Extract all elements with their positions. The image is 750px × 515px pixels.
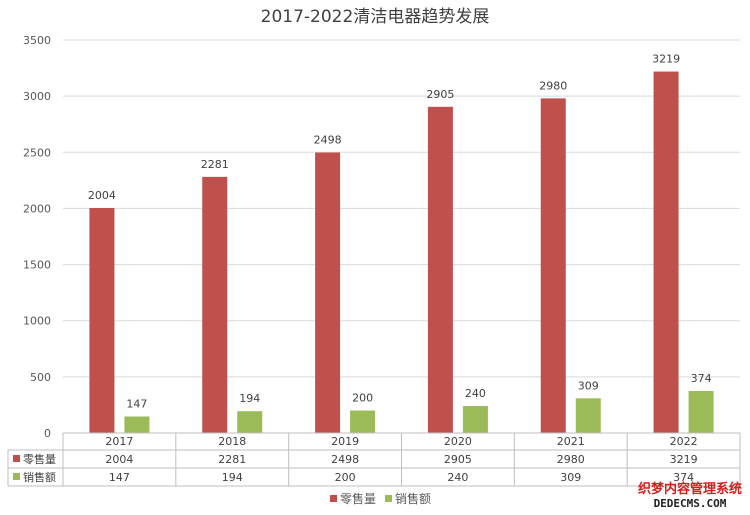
table-cell: 200 bbox=[335, 471, 356, 484]
watermark-line2: DEDECMS.COM bbox=[654, 497, 727, 510]
legend-swatch bbox=[330, 495, 337, 502]
bar-value-label: 240 bbox=[465, 387, 486, 400]
bar bbox=[315, 152, 341, 433]
bar-data-labels: 2004 2281 2498 2905 2980 3219 147 194 200 240 309 3… bbox=[88, 53, 712, 411]
y-tick-label: 1000 bbox=[23, 315, 51, 328]
bar-value-label: 2281 bbox=[201, 158, 229, 171]
bar bbox=[462, 406, 488, 433]
legend: 零售量 销售额 bbox=[330, 491, 431, 506]
table-series-name: 销售额 bbox=[23, 470, 56, 484]
table-cell: 194 bbox=[222, 471, 243, 484]
legend-swatch bbox=[385, 495, 392, 502]
bar-value-label: 194 bbox=[239, 392, 260, 405]
data-table: 2017 2018 2019 2020 2021 2022 零售量 2004 2281 2498 2… bbox=[7, 432, 741, 487]
y-tick-label: 1500 bbox=[23, 259, 51, 272]
table-cell: 2281 bbox=[218, 453, 246, 466]
y-tick-label: 500 bbox=[30, 371, 51, 384]
table-cell: 2004 bbox=[105, 453, 133, 466]
y-tick-label: 3000 bbox=[23, 90, 51, 103]
chart-title: 2017-2022清洁电器趋势发展 bbox=[261, 7, 490, 27]
table-cell: 147 bbox=[109, 471, 130, 484]
x-category-label: 2021 bbox=[557, 435, 585, 448]
bar bbox=[688, 391, 714, 433]
y-tick-label: 3500 bbox=[23, 34, 51, 47]
y-tick-label: 0 bbox=[44, 427, 51, 440]
bar-value-label: 147 bbox=[126, 397, 147, 410]
table-cell: 374 bbox=[673, 471, 694, 484]
bar-value-label: 2905 bbox=[426, 88, 454, 101]
bar bbox=[89, 207, 115, 433]
table-cell: 240 bbox=[447, 471, 468, 484]
table-cell: 2905 bbox=[444, 453, 472, 466]
bar-value-label: 2498 bbox=[314, 134, 342, 147]
bar bbox=[575, 398, 601, 433]
bar bbox=[350, 410, 376, 433]
table-cell: 3219 bbox=[670, 453, 698, 466]
legend-label: 销售额 bbox=[395, 491, 431, 506]
bar-value-label: 200 bbox=[352, 392, 373, 405]
watermark-line1: 织梦内容管理系统 bbox=[638, 481, 742, 497]
bar-value-label: 3219 bbox=[652, 53, 680, 66]
bar bbox=[540, 98, 566, 433]
table-cell: 2498 bbox=[331, 453, 359, 466]
bar-value-label: 374 bbox=[691, 372, 712, 385]
bar-series bbox=[89, 71, 714, 434]
x-category-label: 2017 bbox=[105, 435, 133, 448]
x-category-label: 2022 bbox=[670, 435, 698, 448]
legend-label: 零售量 bbox=[340, 491, 376, 506]
bar-value-label: 309 bbox=[578, 379, 599, 392]
bar bbox=[202, 176, 228, 433]
bar bbox=[124, 416, 150, 433]
y-axis-tick-labels: 0 500 1000 1500 2000 2500 3000 3500 bbox=[23, 34, 51, 440]
x-category-label: 2018 bbox=[218, 435, 246, 448]
bar bbox=[653, 71, 679, 434]
table-series-key bbox=[13, 455, 20, 462]
watermark: 织梦内容管理系统 DEDECMS.COM bbox=[638, 481, 742, 510]
x-category-label: 2019 bbox=[331, 435, 359, 448]
bar-value-label: 2004 bbox=[88, 189, 116, 202]
table-series-key bbox=[13, 473, 20, 480]
y-tick-label: 2000 bbox=[23, 202, 51, 215]
x-category-label: 2020 bbox=[444, 435, 472, 448]
bar-value-label: 2980 bbox=[539, 79, 567, 92]
bar bbox=[427, 106, 453, 433]
table-series-name: 零售量 bbox=[23, 452, 56, 466]
bar bbox=[237, 411, 263, 433]
gridlines bbox=[63, 39, 740, 378]
y-tick-label: 2500 bbox=[23, 146, 51, 159]
table-cell: 309 bbox=[560, 471, 581, 484]
table-cell: 2980 bbox=[557, 453, 585, 466]
